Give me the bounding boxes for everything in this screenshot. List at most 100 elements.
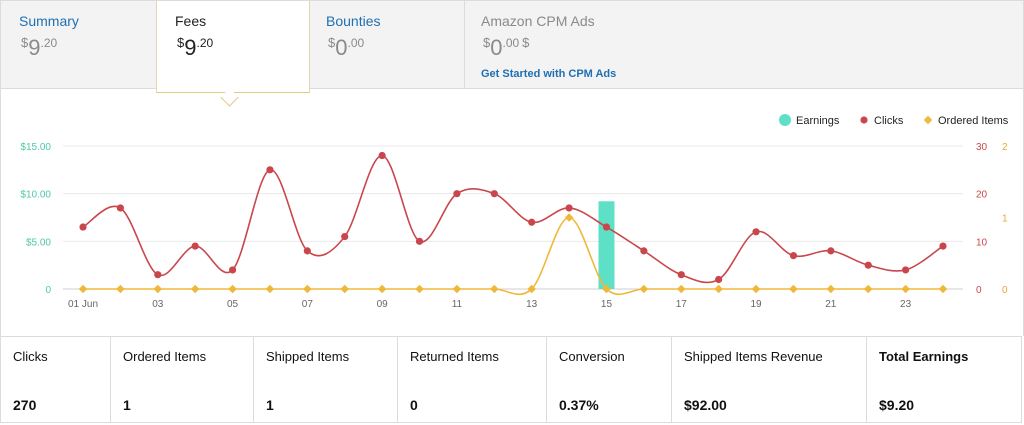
amount-whole: 0 (335, 35, 348, 60)
legend-ordered-swatch (923, 115, 933, 125)
x-tick-label: 05 (227, 299, 239, 310)
x-tick-label: 07 (302, 299, 314, 310)
earnings-bars (598, 201, 615, 289)
ordered-items-point (190, 284, 200, 294)
y-right1-tick-label: 0 (976, 285, 982, 296)
clicks-point (303, 247, 311, 255)
ordered-items-point (490, 284, 499, 294)
clicks-point (640, 247, 648, 255)
x-tick-label: 21 (825, 299, 837, 310)
legend-label: Earnings (796, 115, 840, 127)
stat-value: 270 (13, 397, 37, 413)
tab-cpm-title[interactable]: Amazon CPM Ads (481, 13, 595, 29)
y-right1-tick-label: 10 (976, 237, 988, 248)
legend-clicks-swatch (860, 116, 868, 124)
x-tick-label: 09 (377, 299, 389, 310)
x-tick-label: 19 (750, 299, 762, 310)
stat-shipped-revenue: Shipped Items Revenue $92.00 (672, 337, 867, 422)
currency-suffix: $ (522, 35, 530, 50)
ordered-items-point (564, 213, 574, 222)
ordered-items-point (714, 284, 723, 294)
ordered-items-point (527, 284, 536, 294)
x-tick-label: 13 (526, 299, 538, 310)
clicks-point (116, 204, 124, 212)
clicks-point (752, 228, 760, 236)
stat-label: Clicks (13, 349, 48, 364)
y-left-tick-label: $5.00 (26, 237, 51, 248)
stat-label: Shipped Items (266, 349, 350, 364)
clicks-point (827, 247, 835, 255)
clicks-point (191, 242, 199, 250)
clicks-point (902, 266, 910, 274)
ordered-items-point (340, 284, 349, 294)
tab-bounties-amount: $0.00 (328, 35, 364, 61)
amount-fraction: .20 (40, 36, 58, 50)
tab-bounties-title[interactable]: Bounties (326, 13, 381, 29)
stat-shipped-items: Shipped Items 1 (254, 337, 398, 422)
y-right1-tick-label: 30 (976, 142, 988, 153)
stat-clicks: Clicks 270 (1, 337, 111, 422)
clicks-point (528, 218, 536, 226)
currency-symbol: $ (483, 35, 491, 50)
y-right1-tick-label: 20 (976, 190, 988, 201)
y-right2-tick-label: 1 (1002, 214, 1008, 225)
currency-symbol: $ (177, 35, 185, 50)
tab-summary-title[interactable]: Summary (19, 13, 79, 29)
clicks-point (490, 190, 498, 198)
earnings-chart: 0 $5.00 $10.00 $15.00 0 10 20 30 0 1 2 01 Jun 03 05 07… (0, 88, 1024, 336)
tab-cpm-ads[interactable]: Amazon CPM Ads $0.00 $ Get Started with C… (464, 1, 1023, 88)
currency-symbol: $ (21, 35, 29, 50)
y-right2-tick-label: 2 (1002, 142, 1008, 153)
legend-label: Ordered Items (938, 115, 1009, 127)
ordered-items-point (863, 284, 873, 294)
tab-summary[interactable]: Summary $9.20 (1, 1, 156, 88)
clicks-point (677, 271, 685, 279)
clicks-line (82, 154, 944, 284)
amount-whole: 0 (490, 35, 503, 60)
ordered-items-point (452, 284, 462, 294)
get-started-cpm-link[interactable]: Get Started with CPM Ads (481, 68, 617, 80)
currency-symbol: $ (328, 35, 336, 50)
tab-fees[interactable]: Fees $9.20 (156, 1, 310, 93)
stat-value: 1 (123, 397, 131, 413)
x-tick-label: 17 (676, 299, 688, 310)
ordered-items-point (377, 284, 387, 294)
amount-fraction: .20 (196, 36, 214, 50)
ordered-items-point (677, 284, 686, 294)
ordered-items-point (265, 284, 275, 294)
ordered-items-point (901, 284, 910, 294)
clicks-point (939, 242, 947, 250)
ordered-items-line (83, 216, 943, 296)
clicks-point (378, 151, 386, 160)
stat-total-earnings: Total Earnings $9.20 (867, 337, 1021, 422)
stat-value: 0.37% (559, 397, 599, 413)
ordered-items-point (602, 284, 611, 294)
ordered-items-point (116, 284, 125, 294)
stat-returned-items: Returned Items 0 (398, 337, 547, 422)
y-left-tick-label: $15.00 (20, 142, 51, 153)
report-tabs: Summary $9.20 Fees $9.20 Bounties $0.00 … (0, 0, 1024, 93)
ordered-items-point (938, 284, 948, 294)
clicks-point (864, 261, 872, 269)
earnings-bar (598, 201, 615, 289)
ordered-items-point (826, 284, 836, 294)
clicks-point (715, 275, 723, 284)
stat-value: $92.00 (684, 397, 727, 413)
y-right2-tick-label: 0 (1002, 285, 1008, 296)
tab-fees-title[interactable]: Fees (175, 13, 207, 29)
tab-bounties[interactable]: Bounties $0.00 (310, 1, 464, 88)
chart-axes: 0 $5.00 $10.00 $15.00 0 10 20 30 0 1 2 01 Jun 03 05 07… (20, 142, 1008, 310)
stat-value: 1 (266, 397, 274, 413)
clicks-point (415, 237, 424, 245)
clicks-point (228, 266, 237, 274)
stat-value: $9.20 (879, 397, 915, 413)
stat-value: 0 (410, 397, 418, 413)
legend-label: Clicks (874, 115, 904, 127)
ordered-items-point (153, 284, 163, 294)
stat-label: Shipped Items Revenue (684, 349, 823, 364)
x-tick-label: 11 (452, 299, 463, 310)
tab-fees-amount: $9.20 (177, 35, 213, 61)
y-left-tick-label: $10.00 (20, 190, 51, 201)
x-tick-label: 23 (900, 299, 912, 310)
ordered-items-point (751, 284, 761, 294)
